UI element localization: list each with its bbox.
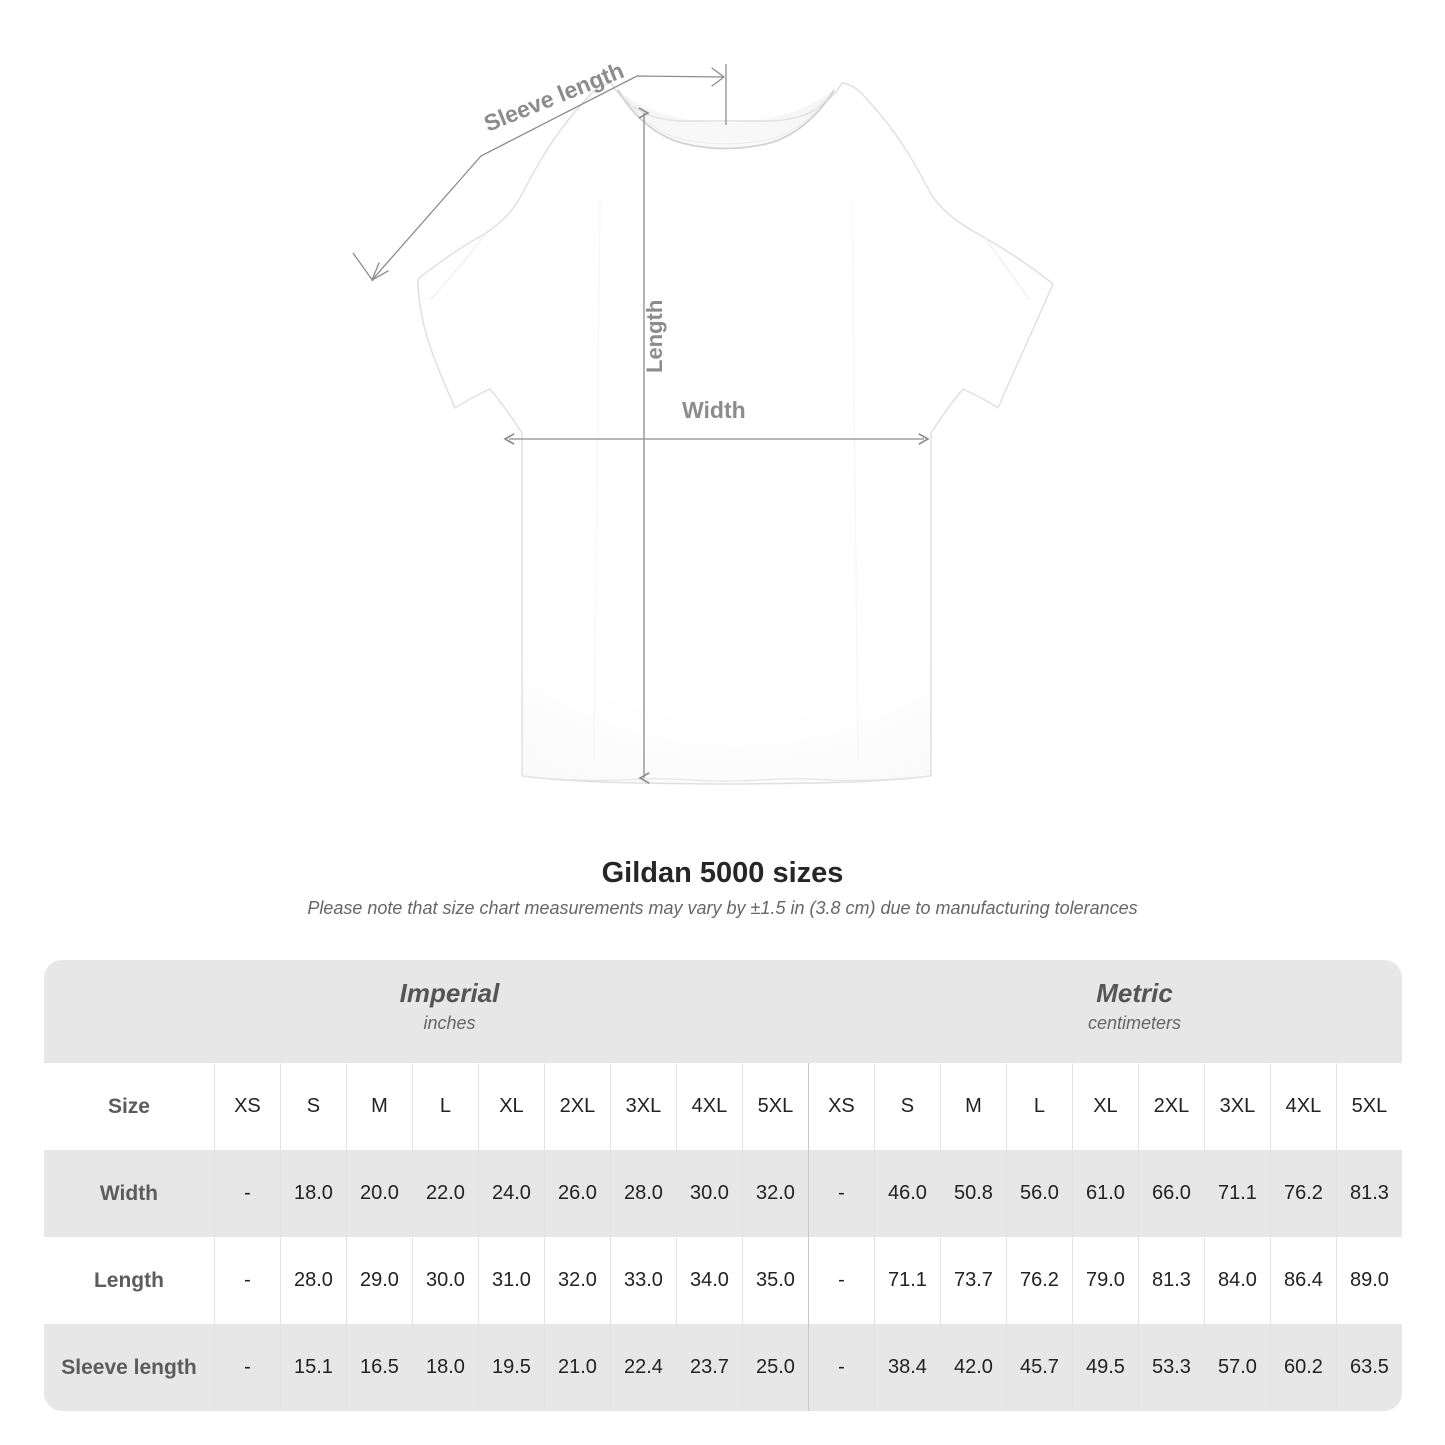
svg-text:Width: Width <box>682 397 746 423</box>
svg-text:Length: Length <box>642 300 667 373</box>
